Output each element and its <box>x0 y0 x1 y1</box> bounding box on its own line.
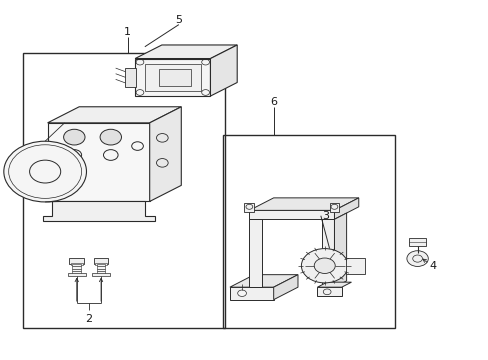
Polygon shape <box>135 45 237 59</box>
Bar <box>222 135 394 328</box>
Bar <box>345 258 365 274</box>
Bar <box>71 263 82 265</box>
Text: 2: 2 <box>85 314 92 324</box>
Circle shape <box>301 249 347 283</box>
Text: 1: 1 <box>124 27 131 37</box>
Text: 3: 3 <box>322 211 328 221</box>
Bar <box>72 271 81 274</box>
Polygon shape <box>249 198 358 210</box>
Polygon shape <box>210 45 237 96</box>
Bar <box>23 53 224 328</box>
Polygon shape <box>229 275 297 287</box>
Polygon shape <box>249 210 334 219</box>
Bar <box>97 271 105 274</box>
Polygon shape <box>47 123 149 202</box>
Bar <box>97 264 105 266</box>
Circle shape <box>314 258 335 274</box>
Bar <box>72 266 81 269</box>
Bar <box>329 203 339 212</box>
Bar <box>95 263 107 265</box>
Bar <box>94 257 108 264</box>
Bar <box>408 238 426 246</box>
Circle shape <box>100 129 121 145</box>
Bar <box>97 269 105 271</box>
Polygon shape <box>249 213 273 219</box>
Bar <box>97 266 105 269</box>
Bar <box>159 69 191 86</box>
Circle shape <box>4 141 86 202</box>
Bar <box>68 273 85 276</box>
Polygon shape <box>135 59 210 96</box>
Polygon shape <box>334 213 346 287</box>
Text: 6: 6 <box>270 97 277 107</box>
Polygon shape <box>317 282 351 287</box>
Polygon shape <box>322 219 334 287</box>
Polygon shape <box>334 198 358 219</box>
Circle shape <box>63 129 85 145</box>
Polygon shape <box>229 287 273 300</box>
Polygon shape <box>317 287 341 296</box>
Bar <box>125 68 136 87</box>
Polygon shape <box>273 275 297 300</box>
Text: 4: 4 <box>428 261 435 271</box>
Bar <box>72 264 81 266</box>
Polygon shape <box>47 107 181 123</box>
Polygon shape <box>149 107 181 202</box>
Circle shape <box>406 251 427 266</box>
Bar <box>144 64 201 91</box>
Bar <box>92 273 110 276</box>
Text: 5: 5 <box>175 15 182 24</box>
Polygon shape <box>42 202 154 221</box>
Bar <box>244 203 254 212</box>
Polygon shape <box>249 219 261 287</box>
Circle shape <box>237 290 246 296</box>
Bar <box>72 269 81 271</box>
Bar <box>69 257 84 264</box>
